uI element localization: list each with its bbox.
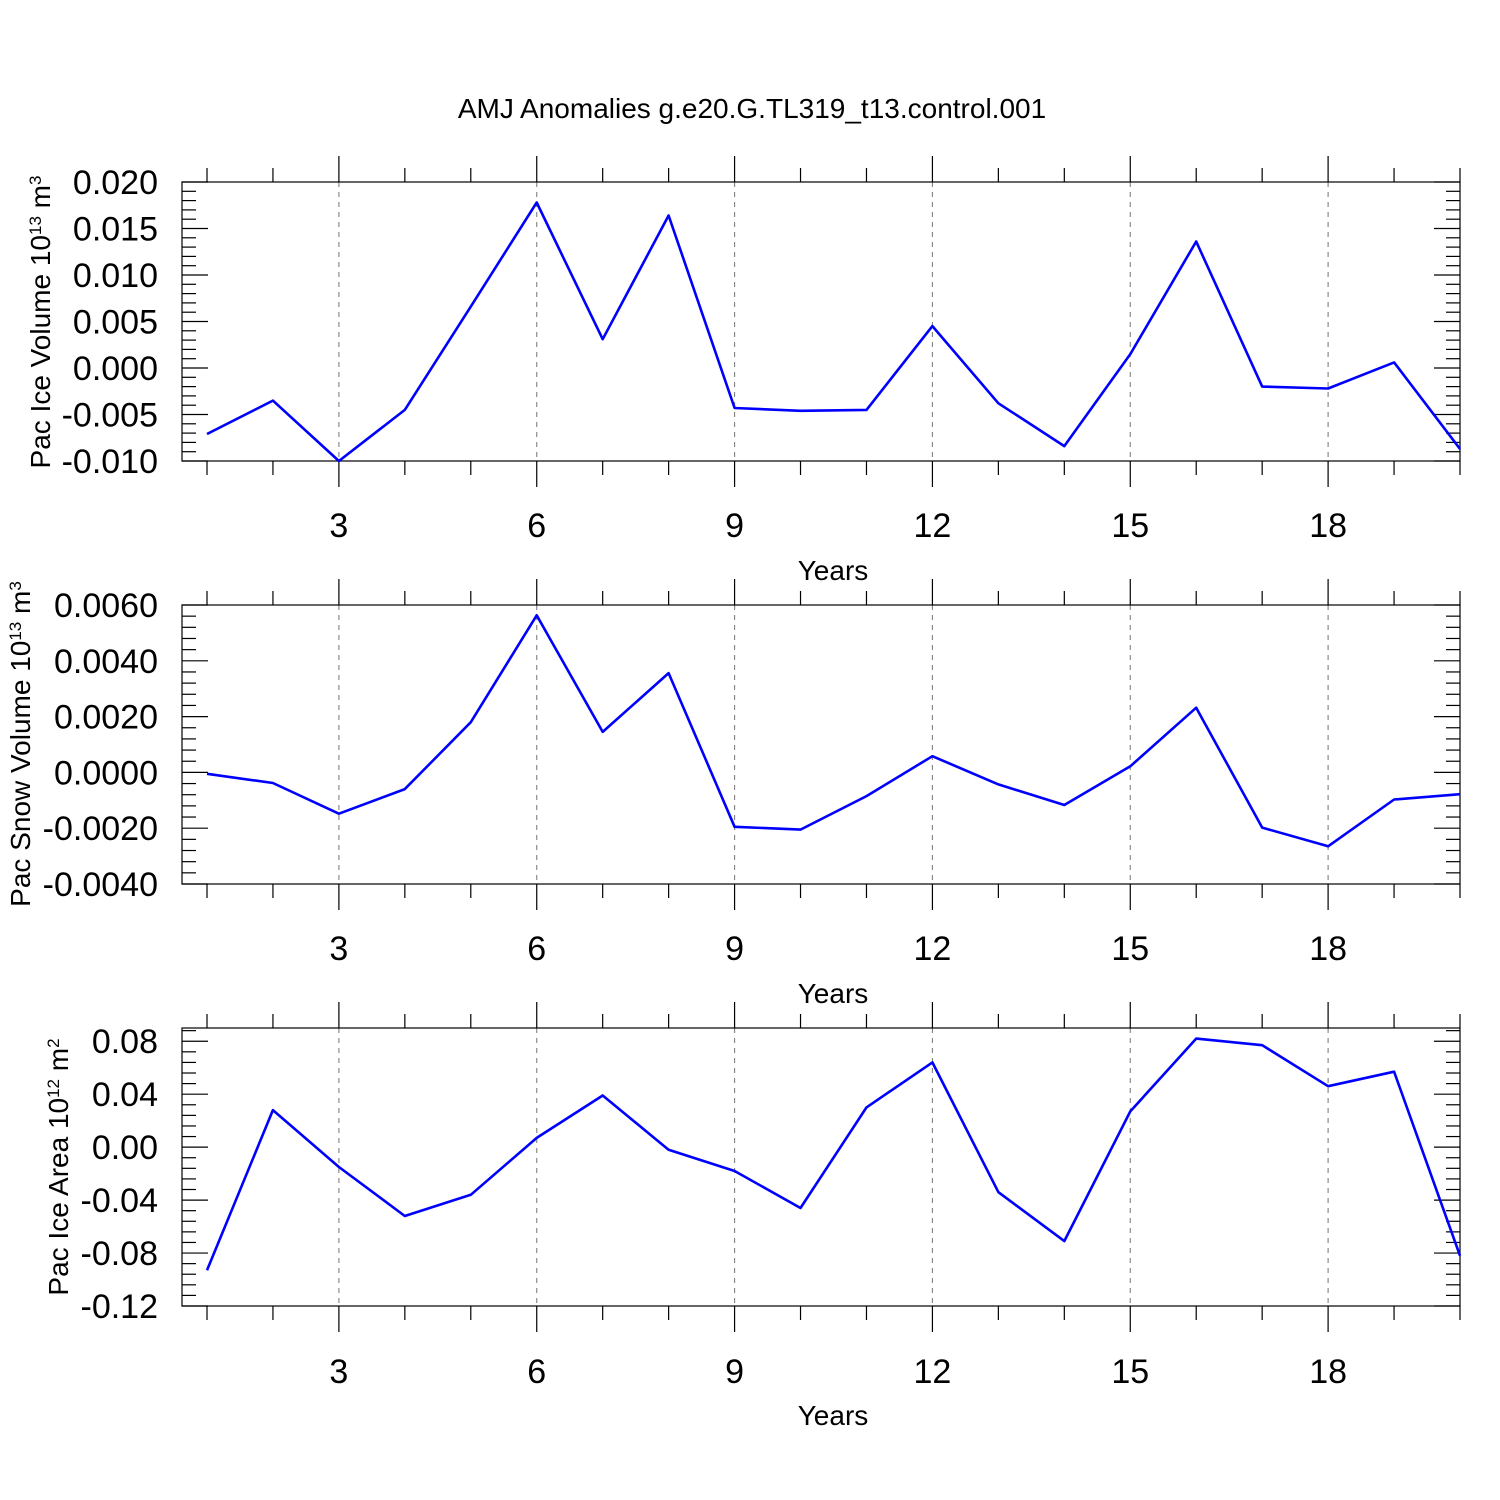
y-tick-label: 0.020 bbox=[73, 164, 158, 202]
y-axis-label: Pac Ice Volume 1013 m3 bbox=[25, 176, 56, 469]
x-axis-label: Years bbox=[798, 978, 869, 1009]
y-tick-label: 0.00 bbox=[92, 1129, 158, 1167]
y-tick-label: -0.12 bbox=[81, 1288, 159, 1326]
x-tick-label: 6 bbox=[527, 1353, 546, 1391]
series-line bbox=[205, 1037, 1462, 1271]
x-tick-label: 3 bbox=[329, 930, 348, 968]
chart-title: AMJ Anomalies g.e20.G.TL319_t13.control.… bbox=[458, 93, 1046, 124]
series-line bbox=[206, 613, 1461, 848]
x-tick-label: 18 bbox=[1309, 930, 1347, 968]
y-tick-label: -0.010 bbox=[62, 443, 158, 481]
x-tick-label: 12 bbox=[914, 1353, 952, 1391]
panel-1: 3 6 9 12 15 18 -0.010 -0.005 0.000 0.005 0.010 0.01… bbox=[25, 156, 1462, 586]
y-axis-label: Pac Snow Volume 1013 m3 bbox=[5, 581, 36, 907]
x-tick-label: 15 bbox=[1111, 507, 1149, 545]
y-tick-label: 0.0000 bbox=[54, 754, 158, 792]
x-tick-label: 3 bbox=[329, 507, 348, 545]
plot-frame bbox=[181, 181, 1461, 462]
y-tick-label: 0.010 bbox=[73, 257, 158, 295]
x-tick-label: 15 bbox=[1111, 1353, 1149, 1391]
x-axis-label: Years bbox=[798, 555, 869, 586]
y-tick-label: 0.08 bbox=[92, 1023, 158, 1061]
y-tick-label: -0.005 bbox=[62, 397, 158, 435]
y-tick-label: -0.0040 bbox=[43, 866, 158, 904]
plot-frame bbox=[181, 1027, 1461, 1307]
x-tick-label: 15 bbox=[1111, 930, 1149, 968]
plot-frame bbox=[181, 604, 1461, 885]
panel-2: 3 6 9 12 15 18 -0.0040 -0.0020 0.0000 0.0020 0.004… bbox=[5, 579, 1461, 1009]
y-tick-label: 0.005 bbox=[73, 304, 158, 342]
y-tick-label: 0.0060 bbox=[54, 587, 158, 625]
y-tick-label: 0.04 bbox=[92, 1076, 158, 1114]
y-tick-label: 0.000 bbox=[73, 350, 158, 388]
x-tick-label: 12 bbox=[914, 930, 952, 968]
y-axis-label: Pac Ice Area 1012 m2 bbox=[43, 1038, 74, 1295]
y-tick-label: -0.04 bbox=[81, 1182, 159, 1220]
x-tick-label: 18 bbox=[1309, 1353, 1347, 1391]
x-tick-label: 6 bbox=[527, 930, 546, 968]
x-tick-label: 3 bbox=[329, 1353, 348, 1391]
x-tick-label: 18 bbox=[1309, 507, 1347, 545]
panel-3: 3 6 9 12 15 18 -0.12 -0.08 -0.04 0.00 0.04 0.08 Year… bbox=[43, 1002, 1462, 1431]
x-tick-label: 12 bbox=[914, 507, 952, 545]
x-axis-label: Years bbox=[798, 1400, 869, 1431]
y-tick-label: 0.015 bbox=[73, 211, 158, 249]
x-tick-label: 9 bbox=[725, 1353, 744, 1391]
y-tick-label: -0.0020 bbox=[43, 810, 158, 848]
x-tick-label: 9 bbox=[725, 930, 744, 968]
y-tick-label: 0.0040 bbox=[54, 643, 158, 681]
y-tick-label: 0.0020 bbox=[54, 699, 158, 737]
x-tick-label: 6 bbox=[527, 507, 546, 545]
x-tick-label: 9 bbox=[725, 507, 744, 545]
series-line bbox=[206, 201, 1462, 463]
y-tick-label: -0.08 bbox=[81, 1235, 159, 1273]
